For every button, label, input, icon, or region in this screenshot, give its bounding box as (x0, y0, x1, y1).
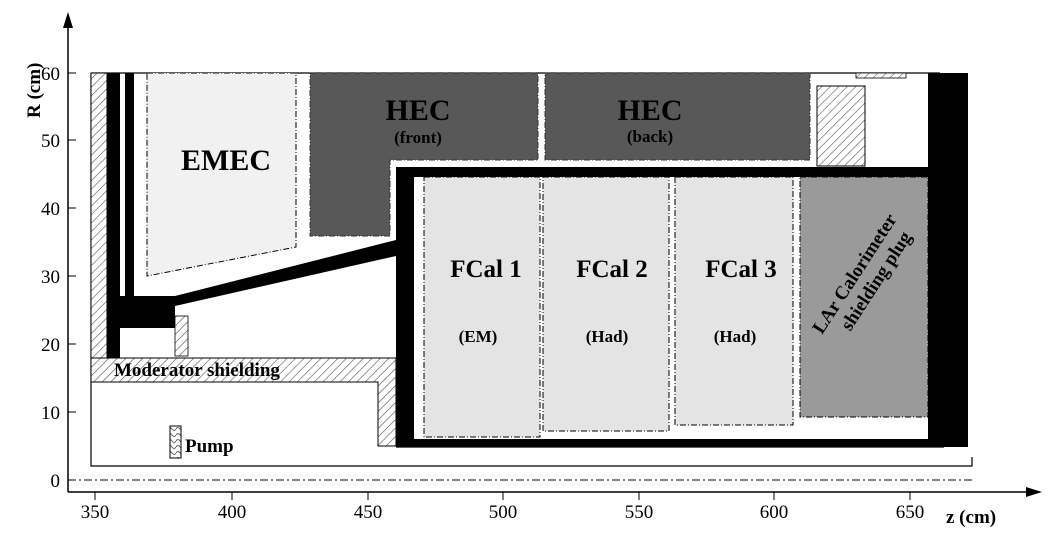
hec-back-label: HEC (617, 94, 682, 127)
x-tick-label: 550 (625, 502, 654, 523)
fcal2-module (542, 176, 670, 432)
y-axis-label: R (cm) (24, 63, 45, 118)
hec-front-module (309, 72, 539, 237)
y-axis (63, 12, 73, 492)
pump-icon (169, 425, 182, 459)
fcal2-label: FCal 2 (576, 256, 648, 283)
x-tick-label: 350 (81, 502, 110, 523)
y-axis-arrow-icon (63, 12, 73, 28)
y-tick-label: 50 (41, 131, 60, 152)
cryostat-wall-inner (125, 73, 134, 328)
hec-front-label: HEC (385, 94, 450, 127)
x-tick-label: 650 (896, 502, 925, 523)
emec-support-bracket (120, 296, 175, 328)
fcal3-sublabel: (Had) (714, 327, 757, 346)
x-axis (68, 487, 1042, 497)
fcal-tube-bottom (396, 439, 968, 447)
small-shield-block (174, 315, 189, 357)
fcal2-sublabel: (Had) (586, 327, 629, 346)
fcal-tube-left (396, 167, 414, 439)
x-axis-label: z (cm) (946, 507, 996, 528)
fcal3-label: FCal 3 (705, 256, 777, 283)
fcal1-sublabel: (EM) (459, 327, 498, 346)
right-end-wall (928, 73, 968, 447)
x-ticks: 350 400 450 500 550 600 650 (81, 492, 925, 523)
x-tick-label: 600 (760, 502, 789, 523)
top-right-small-block (855, 72, 907, 79)
y-tick-label: 10 (41, 403, 60, 424)
y-ticks: 0 10 20 30 40 50 60 (41, 64, 76, 492)
emec-module (146, 72, 297, 277)
moderator-label: Moderator shielding (114, 360, 280, 381)
fcal-tube-gap (414, 177, 420, 439)
top-right-shield-block (816, 85, 866, 167)
fcal3-module (674, 176, 794, 426)
hec-front-sublabel: (front) (394, 128, 442, 147)
fcal1-module (423, 176, 541, 438)
hec-back-sublabel: (back) (627, 127, 673, 146)
left-shield-wall (90, 72, 108, 359)
shielding-plug (799, 176, 929, 418)
x-axis-arrow-icon (1026, 487, 1042, 497)
cryostat-wall-outer (107, 73, 120, 358)
x-tick-label: 400 (218, 502, 247, 523)
diagonal-support-beam (175, 240, 396, 306)
y-tick-label: 20 (41, 335, 60, 356)
y-tick-label: 40 (41, 199, 60, 220)
y-tick-label: 30 (41, 267, 60, 288)
pump-label: Pump (185, 436, 234, 457)
emec-label: EMEC (181, 144, 271, 177)
y-tick-label: 0 (51, 471, 61, 492)
y-tick-label: 60 (41, 64, 60, 85)
hec-back-module (544, 72, 811, 161)
x-tick-label: 500 (489, 502, 518, 523)
fcal-tube-top (396, 167, 928, 177)
fcal1-label: FCal 1 (450, 256, 522, 283)
x-tick-label: 450 (354, 502, 383, 523)
